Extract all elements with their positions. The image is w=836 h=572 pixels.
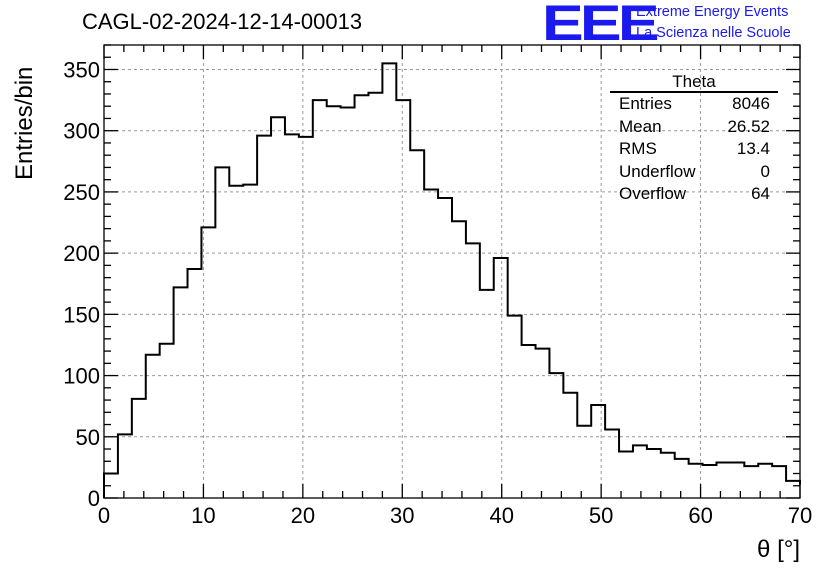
y-tick-label: 100 — [63, 364, 100, 389]
logo-line-1: Extreme Energy Events — [636, 4, 789, 20]
y-tick-label: 250 — [63, 180, 100, 205]
stats-value: 0 — [760, 161, 770, 181]
x-tick-label: 40 — [489, 503, 513, 528]
stats-label: Underflow — [619, 161, 696, 181]
x-tick-label: 70 — [788, 503, 812, 528]
y-tick-label: 350 — [63, 57, 100, 82]
plot-frame — [103, 44, 801, 499]
y-tick-label: 200 — [63, 241, 100, 266]
x-axis-label: θ [°] — [757, 536, 800, 563]
y-tick-label: 150 — [63, 302, 100, 327]
stats-row-overflow: Overflow 64 — [610, 183, 778, 206]
stats-label: Entries — [619, 94, 672, 113]
stats-row-mean: Mean 26.52 — [610, 116, 778, 139]
x-tick-label: 10 — [191, 503, 215, 528]
grid-lines — [104, 45, 800, 498]
stats-box: Theta Entries 8046 Mean 26.52 RMS 13.4 U… — [610, 72, 778, 206]
axis-ticks — [103, 44, 801, 499]
stats-row-entries: Entries 8046 — [610, 93, 778, 116]
stats-row-underflow: Underflow 0 — [610, 161, 778, 184]
stats-label: Mean — [619, 116, 662, 136]
stats-value: 13.4 — [736, 139, 770, 158]
eee-logo: EEE — [542, 0, 660, 51]
y-tick-label: 0 — [88, 486, 100, 511]
histogram-series — [103, 62, 801, 498]
x-tick-label: 50 — [589, 503, 613, 528]
stats-title: Theta — [610, 72, 778, 93]
x-tick-label: 20 — [291, 503, 315, 528]
y-tick-label: 50 — [76, 425, 100, 450]
stats-row-rms: RMS 13.4 — [610, 138, 778, 161]
x-tick-label: 60 — [688, 503, 712, 528]
stats-value: 8046 — [732, 94, 770, 113]
y-axis-label: Entries/bin — [11, 67, 38, 180]
stats-label: RMS — [619, 139, 657, 158]
y-tick-label: 300 — [63, 119, 100, 144]
x-tick-label: 30 — [390, 503, 414, 528]
stats-value: 26.52 — [727, 116, 770, 136]
stats-label: Overflow — [619, 184, 687, 203]
plot-title: CAGL-02-2024-12-14-00013 — [82, 9, 363, 34]
x-tick-label: 0 — [98, 503, 110, 528]
stats-value: 64 — [751, 184, 770, 203]
logo-line-2: La Scienza nelle Scuole — [636, 25, 791, 41]
tick-labels: 0 10 20 30 40 50 60 70 0 50 100 150 200 250 300 350 — [63, 57, 812, 528]
